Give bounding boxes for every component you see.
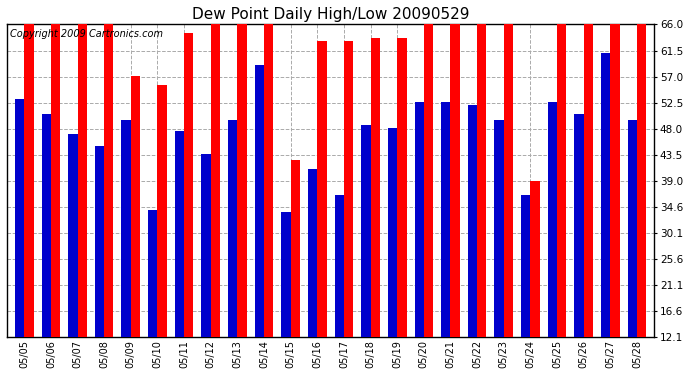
Bar xyxy=(131,76,140,337)
Bar xyxy=(210,0,220,337)
Bar xyxy=(290,160,300,337)
Bar xyxy=(504,4,513,337)
Bar xyxy=(371,38,380,337)
Bar xyxy=(495,120,504,337)
Bar xyxy=(335,195,344,337)
Bar xyxy=(388,128,397,337)
Bar xyxy=(397,38,406,337)
Bar xyxy=(282,213,290,337)
Bar xyxy=(548,102,557,337)
Bar xyxy=(104,6,113,337)
Bar xyxy=(157,85,167,337)
Bar xyxy=(344,41,353,337)
Bar xyxy=(51,0,60,337)
Bar xyxy=(228,120,237,337)
Bar xyxy=(601,53,610,337)
Bar xyxy=(255,64,264,337)
Bar xyxy=(184,33,193,337)
Bar xyxy=(175,131,184,337)
Bar xyxy=(308,169,317,337)
Bar xyxy=(15,99,24,337)
Bar xyxy=(468,105,477,337)
Bar xyxy=(415,102,424,337)
Title: Dew Point Daily High/Low 20090529: Dew Point Daily High/Low 20090529 xyxy=(192,7,469,22)
Bar xyxy=(441,102,451,337)
Bar xyxy=(531,180,540,337)
Bar xyxy=(95,146,104,337)
Bar xyxy=(77,18,87,337)
Bar xyxy=(610,18,620,337)
Bar xyxy=(637,18,647,337)
Bar xyxy=(557,4,566,337)
Bar xyxy=(41,114,51,337)
Bar xyxy=(477,0,486,337)
Bar xyxy=(628,120,637,337)
Bar xyxy=(317,41,326,337)
Text: Copyright 2009 Cartronics.com: Copyright 2009 Cartronics.com xyxy=(10,29,163,39)
Bar xyxy=(574,114,584,337)
Bar xyxy=(264,18,273,337)
Bar xyxy=(584,15,593,337)
Bar xyxy=(237,0,247,337)
Bar xyxy=(201,154,210,337)
Bar xyxy=(451,18,460,337)
Bar xyxy=(521,195,531,337)
Bar xyxy=(424,6,433,337)
Bar xyxy=(362,125,371,337)
Bar xyxy=(121,120,131,337)
Bar xyxy=(68,134,77,337)
Bar xyxy=(148,210,157,337)
Bar xyxy=(24,6,34,337)
